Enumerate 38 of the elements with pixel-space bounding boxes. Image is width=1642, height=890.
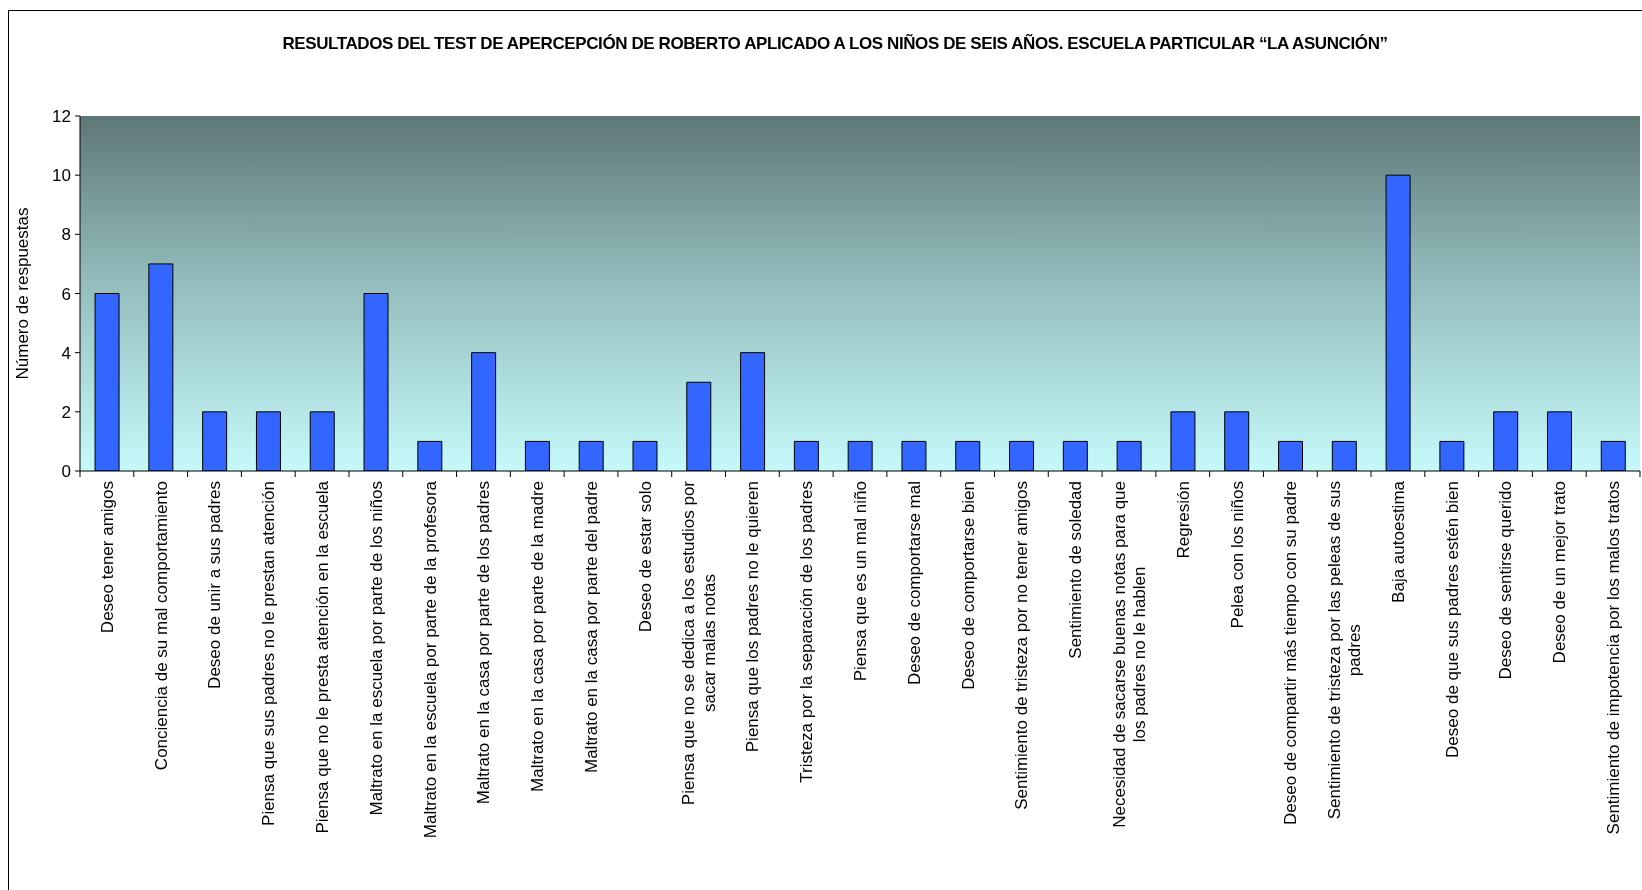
chart-title: RESULTADOS DEL TEST DE APERCEPCIÓN DE ROBERTO APLICADO A LOS NIÑOS DE SEIS AÑOS. ESCUELA PARTICULAR “LA ASUNCIÓN”	[281, 34, 1389, 54]
x-tick-label: Maltrato en la casa por parte de los padres	[474, 481, 494, 805]
x-tick-label: Deseo de comportarse mal	[904, 481, 924, 686]
x-tick-label: Deseo de sentirse querido	[1496, 480, 1516, 680]
y-tick-label: 6	[61, 284, 71, 304]
x-tick-label: Deseo de unir a sus padres	[205, 481, 225, 689]
x-tick-label: Deseo de estar solo	[635, 481, 655, 633]
y-tick-label: 10	[52, 166, 71, 186]
x-tick-label: Sentimiento de soledad	[1066, 481, 1086, 659]
x-tick-label: Sentimiento de tristeza por no tener amigos	[1012, 481, 1032, 810]
x-tick-label: Deseo de que sus padres estén bien	[1442, 481, 1462, 758]
y-tick-label: 0	[61, 462, 71, 482]
x-tick-label: Piensa que no le presta atención en la escuela	[313, 480, 333, 834]
x-tick-label: Piensa que no se dedica a los estudios por sacar malas notas	[679, 480, 719, 806]
x-tick-label: Maltrato en la casa por parte del padre	[581, 480, 601, 774]
y-tick-label: 4	[61, 343, 71, 363]
x-tick-label: Maltrato en la escuela por parte de la profesora	[420, 480, 440, 839]
x-tick-label: Conciencia de su mal comportamiento	[151, 480, 171, 771]
x-tick-label: Pelea con los niños	[1227, 481, 1247, 629]
x-tick-label: Maltrato en la casa por parte de la madre	[528, 481, 548, 792]
x-tick-label: Tristeza por la separación de los padres	[797, 481, 817, 783]
x-tick-label: Regresión	[1173, 480, 1193, 559]
x-tick-label: Maltrato en la escuela por parte de los niños	[366, 481, 386, 816]
x-tick-label: Deseo de compartir más tiempo con su padre	[1281, 480, 1301, 825]
y-tick-label: 2	[61, 402, 71, 422]
y-tick-label: 12	[52, 107, 71, 127]
x-tick-label: Piensa que sus padres no le prestan atención	[259, 480, 279, 826]
x-tick-label: Sentimiento de impotencia por los malos tratos	[1604, 481, 1624, 835]
x-tick-label: Deseo de comportarse bien	[958, 481, 978, 690]
x-tick-label: Deseo tener amigos	[97, 481, 117, 634]
x-tick-label: Sentimiento de tristeza por las peleas de sus padres	[1324, 480, 1365, 820]
x-tick-label: Piensa que los padres no le quieren	[743, 481, 763, 753]
x-tick-label: Deseo de un mejor trato	[1550, 480, 1570, 664]
x-tick-label: Necesidad de sacarse buenas notas para que los padres no le hablen	[1109, 480, 1150, 828]
x-tick-label: Baja autoestima	[1388, 480, 1408, 603]
y-axis-title: Número de respuestas	[12, 207, 32, 380]
x-tick-label: Piensa que es un mal niño	[850, 481, 870, 682]
y-tick-label: 8	[61, 225, 71, 245]
